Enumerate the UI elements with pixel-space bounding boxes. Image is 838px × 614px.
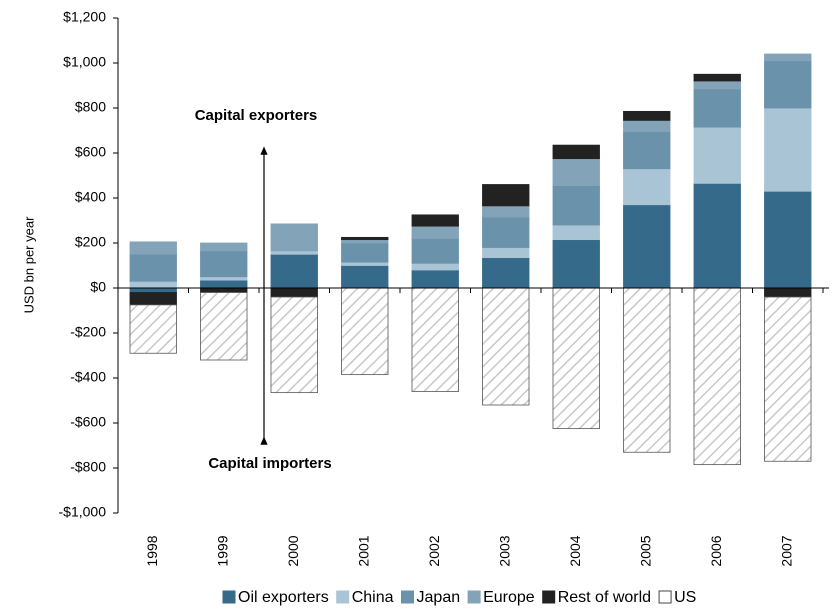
legend-label: Japan (417, 589, 461, 606)
bar-segment (411, 269, 459, 289)
bar-segment (482, 257, 530, 289)
bar-segment (341, 265, 389, 289)
bar-segment (552, 239, 600, 289)
y-tick-label: $1,000 (63, 54, 106, 70)
legend-label: US (674, 589, 696, 606)
legend-label: Rest of world (558, 589, 651, 606)
bar-segment (341, 242, 389, 263)
x-tick-label: 2005 (637, 535, 653, 566)
bar-segment (129, 292, 177, 306)
bar-segment (482, 247, 530, 259)
legend-swatch (222, 590, 236, 604)
legend-swatch (658, 590, 672, 604)
bar-segment (341, 236, 389, 241)
bar-segment (411, 238, 459, 264)
annotation: Capital importers (208, 455, 331, 472)
y-tick-label: $200 (75, 234, 106, 250)
bar-segment (129, 280, 177, 289)
bar-segment (341, 239, 389, 244)
bar-segment (341, 287, 389, 376)
bar-segment (552, 224, 600, 241)
bar-segment (764, 107, 812, 192)
bar-segment (764, 287, 812, 298)
x-tick-label: 2001 (355, 535, 371, 566)
bar-segment (693, 73, 741, 82)
bar-segment (623, 204, 671, 289)
bar-segment (270, 250, 318, 255)
bar-segment (552, 144, 600, 160)
bar-segment (693, 126, 741, 184)
bar-segment (411, 225, 459, 239)
bar-segment (200, 276, 248, 281)
y-tick-label: $800 (75, 99, 106, 115)
y-tick-label: -$1,000 (59, 504, 107, 520)
bar-segment (129, 241, 177, 255)
bar-segment (623, 168, 671, 206)
x-tick-label: 2007 (778, 535, 794, 566)
legend-swatch (401, 590, 415, 604)
legend-label: Oil exporters (238, 589, 329, 606)
bar-segment (693, 80, 741, 90)
x-tick-label: 2004 (567, 535, 583, 566)
bar-segment (623, 287, 671, 453)
legend-label: China (352, 589, 394, 606)
legend-label: Europe (483, 589, 535, 606)
y-tick-label: -$800 (70, 459, 106, 475)
bar-segment (693, 287, 741, 466)
bar-segment (411, 262, 459, 271)
bar-segment (411, 287, 459, 392)
bar-segment (552, 185, 600, 226)
y-tick-label: $400 (75, 189, 106, 205)
bar-segment (693, 182, 741, 289)
bar-segment (200, 250, 248, 278)
bar-segment (623, 119, 671, 133)
bar-segment (270, 296, 318, 394)
x-tick-label: 2003 (496, 535, 512, 566)
bar-segment (270, 287, 318, 298)
bar-segment (200, 242, 248, 252)
bar-segment (552, 287, 600, 430)
bar-segment (482, 184, 530, 207)
bar-segment (129, 304, 177, 354)
bar-segment (764, 296, 812, 462)
bar-segment (270, 223, 318, 252)
y-tick-label: -$600 (70, 414, 106, 430)
y-tick-label: -$400 (70, 369, 106, 385)
bar-segment (623, 110, 671, 121)
x-tick-label: 2000 (285, 535, 301, 566)
bar-segment (411, 214, 459, 227)
legend-swatch (336, 590, 350, 604)
y-axis-label: USD bn per year (21, 216, 36, 313)
bar-segment (623, 131, 671, 170)
legend-swatch (542, 590, 556, 604)
bar-segment (482, 287, 530, 406)
bar-segment (482, 216, 530, 248)
bar-segment (200, 292, 248, 361)
bar-segment (552, 158, 600, 187)
bar-segment (693, 88, 741, 128)
annotation: Capital exporters (195, 107, 318, 124)
legend-swatch (467, 590, 481, 604)
bar-segment (764, 53, 812, 62)
bar-segment (482, 205, 530, 218)
y-tick-label: -$200 (70, 324, 106, 340)
bar-segment (270, 253, 318, 289)
bar-segment (341, 261, 389, 266)
x-tick-label: 2006 (708, 535, 724, 566)
bar-segment (200, 279, 248, 289)
bar-segment (764, 60, 812, 109)
bar-segment (764, 190, 812, 289)
y-tick-label: $0 (90, 279, 106, 295)
y-tick-label: $600 (75, 144, 106, 160)
y-tick-label: $1,200 (63, 9, 106, 25)
bar-segment (129, 287, 177, 293)
bar-segment (129, 253, 177, 282)
x-tick-label: 1999 (214, 535, 230, 566)
bar-segment (200, 287, 248, 293)
x-tick-label: 1998 (144, 535, 160, 566)
x-tick-label: 2002 (426, 535, 442, 566)
